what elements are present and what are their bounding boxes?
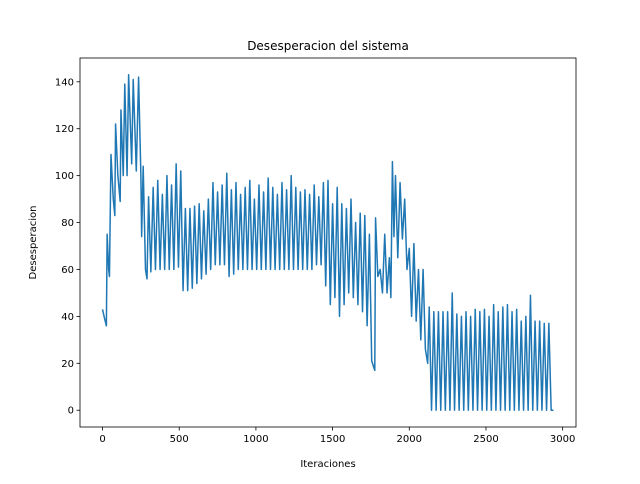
x-tick-label: 2500 — [473, 434, 498, 445]
x-tick-label: 0 — [99, 434, 105, 445]
data-line — [101, 74, 554, 411]
plot-frame — [79, 57, 577, 428]
x-tick-label: 500 — [170, 434, 189, 445]
y-tick-label: 140 — [55, 77, 74, 88]
x-tick-label: 3000 — [550, 434, 575, 445]
y-tick-label: 0 — [68, 406, 74, 417]
x-tick-label: 2000 — [397, 434, 422, 445]
y-tick-label: 120 — [55, 124, 74, 135]
y-tick-label: 60 — [61, 265, 74, 276]
y-tick-label: 20 — [61, 359, 74, 370]
y-tick-label: 40 — [61, 312, 74, 323]
x-tick-label: 1500 — [320, 434, 345, 445]
y-axis-label: Desesperacion — [28, 206, 39, 280]
chart-title: Desesperacion del sistema — [247, 39, 409, 53]
x-tick-label: 1000 — [243, 434, 268, 445]
y-tick-label: 80 — [61, 218, 74, 229]
y-tick-label: 100 — [55, 171, 74, 182]
x-axis-label: Iteraciones — [300, 459, 355, 470]
